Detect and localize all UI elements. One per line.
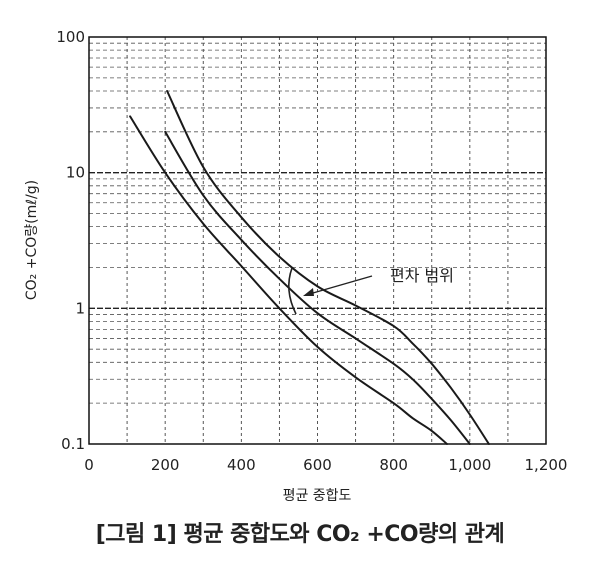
x-tick-label: 1,200 — [525, 456, 568, 474]
y-tick-label: 10 — [66, 164, 85, 182]
series-line-upper — [166, 90, 490, 445]
y-tick-label: 1 — [75, 299, 85, 317]
tick-labels: 0 200 400 600 800 1,000 1,200 0.1 1 10 100 — [56, 28, 567, 474]
series-group — [129, 90, 490, 445]
x-tick-label: 800 — [379, 456, 408, 474]
series-line-lower — [129, 115, 448, 445]
y-tick-label: 100 — [56, 28, 85, 46]
figure-caption: [그림 1] 평균 중합도와 CO₂ +CO량의 관계 — [95, 522, 505, 547]
x-tick-label: 1,000 — [448, 456, 491, 474]
x-tick-label: 0 — [84, 456, 94, 474]
annotation-arrowhead — [303, 288, 314, 296]
x-tick-label: 600 — [303, 456, 332, 474]
x-axis-title: 평균 중합도 — [283, 488, 352, 504]
annotation-leader-line — [305, 275, 373, 296]
x-tick-label: 200 — [151, 456, 180, 474]
series-line-middle — [164, 130, 471, 445]
grid — [89, 37, 546, 444]
annotation-label: 편차 범위 — [390, 266, 454, 285]
deviation-range-bracket — [288, 267, 297, 315]
y-tick-label: 0.1 — [61, 435, 85, 453]
chart: 0 200 400 600 800 1,000 1,200 0.1 1 10 100 편차 범위 평… — [24, 28, 567, 504]
x-tick-label: 400 — [227, 456, 256, 474]
y-axis-title: CO₂ +CO량(mℓ/g) — [24, 180, 40, 300]
plot-frame — [88, 36, 547, 445]
